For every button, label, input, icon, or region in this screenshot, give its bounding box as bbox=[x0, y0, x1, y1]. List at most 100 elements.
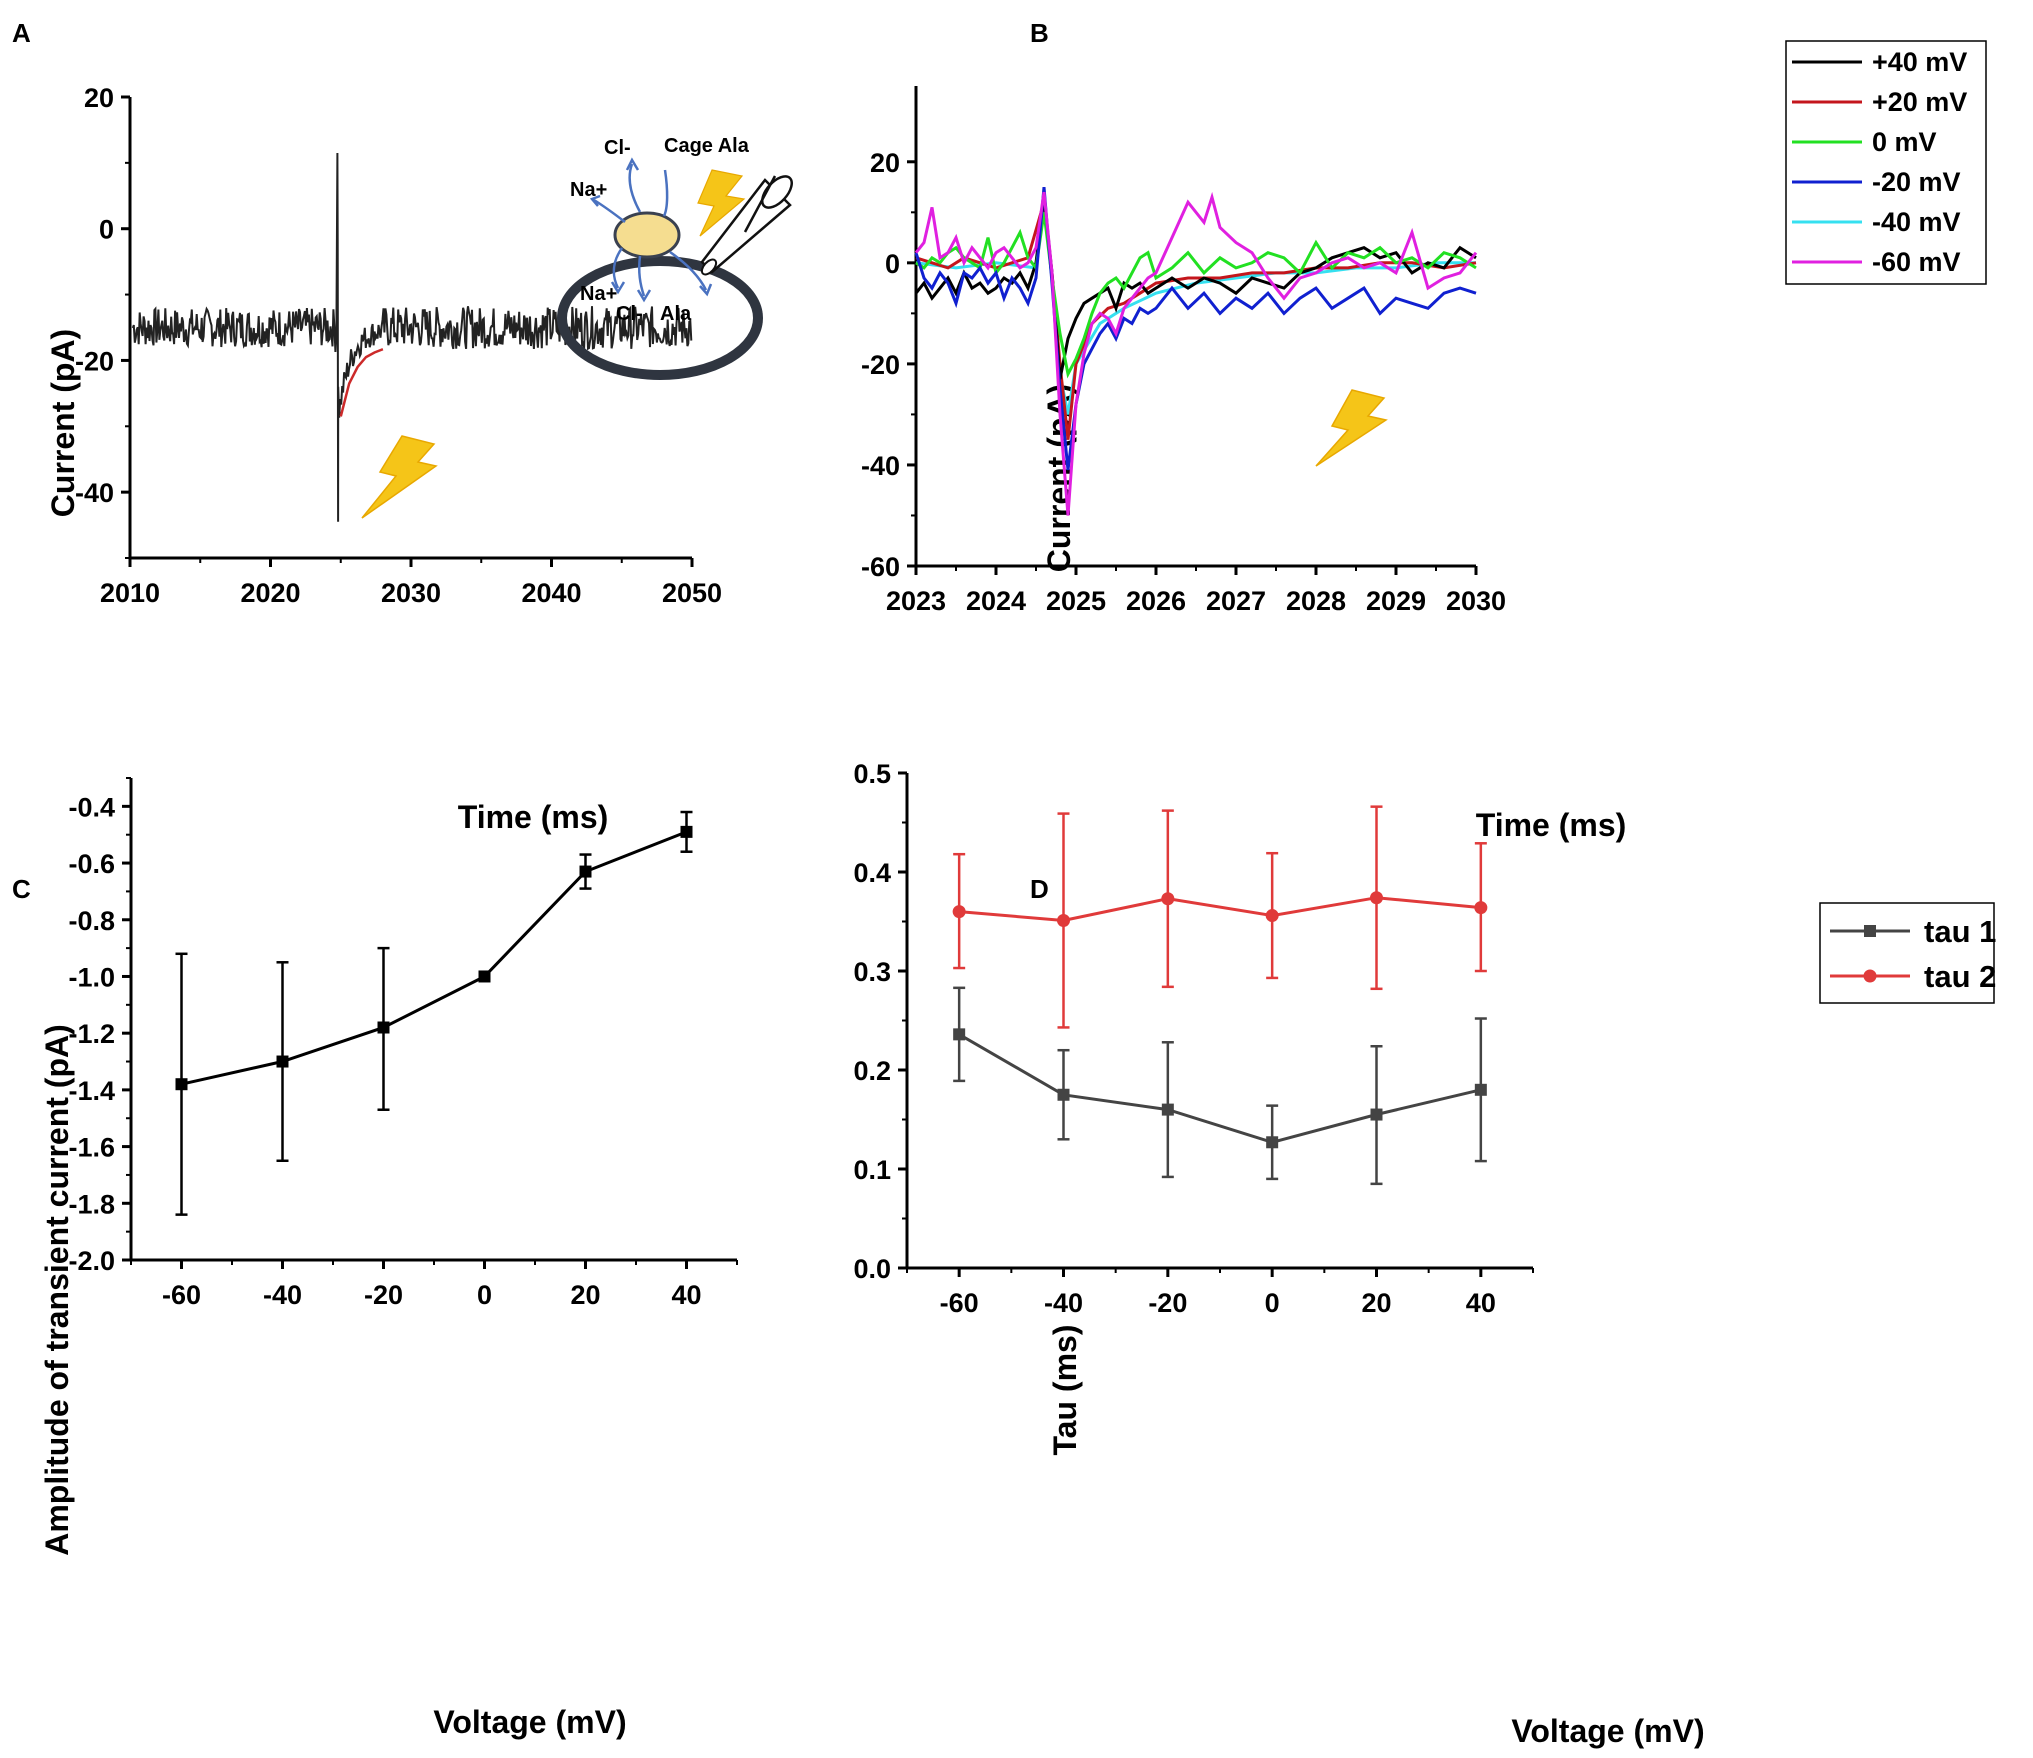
chart-d-y-tick-label: 0.0 bbox=[853, 1254, 891, 1284]
chart-c-x-tick-label: 0 bbox=[477, 1280, 492, 1310]
cl-out-arrow-icon bbox=[628, 163, 642, 213]
chart-a-flash-icon bbox=[361, 435, 438, 519]
chart-b-series-line bbox=[914, 191, 1478, 516]
chart-d-legend-label: tau 2 bbox=[1924, 959, 1996, 994]
chart-d-y-tick-label: 0.5 bbox=[853, 759, 891, 789]
chart-a-x-tick-label: 2020 bbox=[240, 578, 300, 608]
chart-c-y-tick-label: -0.8 bbox=[68, 906, 115, 936]
transporter-icon bbox=[613, 211, 681, 259]
chart-a-x-tick-label: 2030 bbox=[381, 578, 441, 608]
chart-b-x-tick-label: 2023 bbox=[886, 586, 946, 616]
chart-a-y-tick-label: 0 bbox=[99, 215, 114, 245]
pipette-wire bbox=[743, 175, 777, 233]
chart-d-x-tick-label: 0 bbox=[1265, 1288, 1280, 1318]
chart-b-y-tick-label: -40 bbox=[861, 451, 900, 481]
chart-b-x-tick-label: 2030 bbox=[1446, 586, 1506, 616]
chart-c-y-tick-label: -1.4 bbox=[68, 1076, 115, 1106]
pipette-opening bbox=[700, 258, 718, 276]
chart-c-y-axis-label: Amplitude of transient current (pA) bbox=[39, 1024, 75, 1556]
chart-d-data-point bbox=[952, 905, 966, 919]
chart-d-data-point bbox=[1265, 909, 1279, 923]
chart-d-x-axis-label: Voltage (mV) bbox=[1511, 1713, 1704, 1749]
chart-c-y-tick-label: -1.2 bbox=[68, 1019, 115, 1049]
chart-d-tick-labels: -60 -40 -20 0 20 40 0.0 0.1 0.2 0.3 0.4 0.5 bbox=[853, 759, 1495, 1318]
chart-d-x-tick-label: -40 bbox=[1044, 1288, 1083, 1318]
chart-b-legend-items: +40 mV +20 mV 0 mV -20 mV -40 mV -60 mV bbox=[1792, 47, 1967, 277]
chart-d-legend-box bbox=[1819, 902, 1995, 1004]
chart-d-legend-marker bbox=[1864, 925, 1876, 937]
chart-b-legend-label: +40 mV bbox=[1872, 47, 1967, 77]
chart-a-x-tick-label: 2050 bbox=[662, 578, 722, 608]
chart-a-x-axis-label: Time (ms) bbox=[458, 799, 609, 835]
panel-label-c: C bbox=[12, 874, 31, 904]
chart-a-fit-curve bbox=[339, 348, 384, 417]
chart-a-current-trace bbox=[131, 152, 693, 522]
chart-d-data-point bbox=[1370, 891, 1383, 905]
chart-b-x-axis-label: Time (ms) bbox=[1476, 807, 1627, 843]
chart-d-data-point bbox=[1057, 1088, 1070, 1101]
inset-label-cl-out: Cl- bbox=[604, 137, 631, 159]
chart-c: -60 -40 -20 0 20 40 -0.4 -0.6 -0.8 -1.0 -1.2 -1.4 -1… bbox=[39, 777, 738, 1740]
ala-out-arrow-icon bbox=[669, 250, 708, 291]
arrowhead-icon bbox=[589, 194, 601, 207]
chart-d-axes bbox=[898, 771, 1534, 1277]
chart-d-data-point bbox=[953, 1028, 966, 1041]
chart-c-y-tick-label: -1.0 bbox=[68, 962, 115, 992]
chart-c-x-axis-label: Voltage (mV) bbox=[433, 1704, 626, 1740]
chart-c-data-point bbox=[377, 1021, 390, 1034]
chart-b: 2023 2024 2025 2026 2027 2028 2029 2030 20 0 -20 -4… bbox=[861, 40, 1987, 843]
liposome-icon bbox=[557, 256, 763, 380]
chart-a-x-tick-label: 2040 bbox=[521, 578, 581, 608]
chart-b-legend-label: -20 mV bbox=[1872, 167, 1961, 197]
chart-d-data-point bbox=[1474, 901, 1488, 915]
chart-a-y-axis-label: Current (pA) bbox=[45, 329, 81, 517]
chart-b-legend: +40 mV +20 mV 0 mV -20 mV -40 mV -60 mV bbox=[1785, 40, 1987, 285]
chart-d-x-tick-label: 20 bbox=[1361, 1288, 1391, 1318]
chart-c-x-tick-label: -40 bbox=[263, 1280, 302, 1310]
chart-d-data-point bbox=[1161, 1103, 1174, 1116]
chart-b-series bbox=[914, 186, 1478, 516]
chart-b-series-line bbox=[914, 186, 1477, 471]
chart-a-inset: Cl- Cage Ala Na+ Na+ Cl- Ala bbox=[557, 135, 793, 380]
chart-c-data-point bbox=[276, 1055, 289, 1068]
chart-b-axes bbox=[907, 86, 1478, 575]
na-in-arrow-icon bbox=[612, 247, 624, 289]
chart-c-x-tick-label: -60 bbox=[162, 1280, 201, 1310]
inset-label-ala-in: Ala bbox=[660, 303, 692, 325]
chart-d-y-tick-label: 0.4 bbox=[853, 858, 891, 888]
chart-c-y-tick-label: -0.4 bbox=[68, 792, 115, 822]
inset-label-na-in: Na+ bbox=[580, 283, 617, 305]
arrowhead-icon bbox=[625, 157, 640, 171]
chart-b-series-line bbox=[915, 201, 1477, 440]
chart-c-y-tick-label: -2.0 bbox=[68, 1246, 115, 1276]
ala-in-arrow-icon bbox=[662, 169, 669, 217]
chart-b-series-line bbox=[915, 202, 1476, 415]
na-out-arrow-icon bbox=[593, 198, 626, 223]
chart-d-legend-label: tau 1 bbox=[1924, 914, 1996, 949]
chart-d-x-tick-label: 40 bbox=[1466, 1288, 1496, 1318]
chart-b-series-line bbox=[915, 212, 1477, 379]
chart-c-x-tick-label: 20 bbox=[570, 1280, 600, 1310]
chart-c-series bbox=[175, 810, 693, 1216]
chart-b-legend-box bbox=[1785, 40, 1987, 285]
chart-a-y-tick-label: 20 bbox=[84, 83, 114, 113]
chart-c-y-tick-label: -0.6 bbox=[68, 849, 115, 879]
chart-d-y-tick-label: 0.2 bbox=[853, 1056, 891, 1086]
chart-a-y-tick-label: -40 bbox=[75, 478, 114, 508]
cl-in-arrow-icon bbox=[637, 255, 646, 297]
inset-flash-icon bbox=[697, 169, 746, 237]
chart-b-y-tick-label: 0 bbox=[885, 249, 900, 279]
chart-c-data-point bbox=[175, 1078, 188, 1091]
chart-d-data-point bbox=[1057, 914, 1070, 928]
arrowhead-icon bbox=[636, 289, 652, 303]
chart-d-legend-marker bbox=[1863, 969, 1877, 983]
chart-c-y-tick-label: -1.6 bbox=[68, 1133, 115, 1163]
chart-c-tick-labels: -60 -40 -20 0 20 40 -0.4 -0.6 -0.8 -1.0 -1.2 -1.4 -1… bbox=[68, 792, 701, 1310]
chart-d-legend-items: tau 1 tau 2 bbox=[1830, 914, 1996, 994]
pipette-icon bbox=[700, 175, 793, 276]
chart-b-legend-label: -60 mV bbox=[1872, 247, 1961, 277]
chart-b-y-tick-label: -20 bbox=[861, 350, 900, 380]
chart-d-data-point bbox=[1370, 1108, 1383, 1121]
chart-c-axes bbox=[122, 777, 738, 1269]
chart-d-legend: tau 1 tau 2 bbox=[1819, 902, 1996, 1004]
